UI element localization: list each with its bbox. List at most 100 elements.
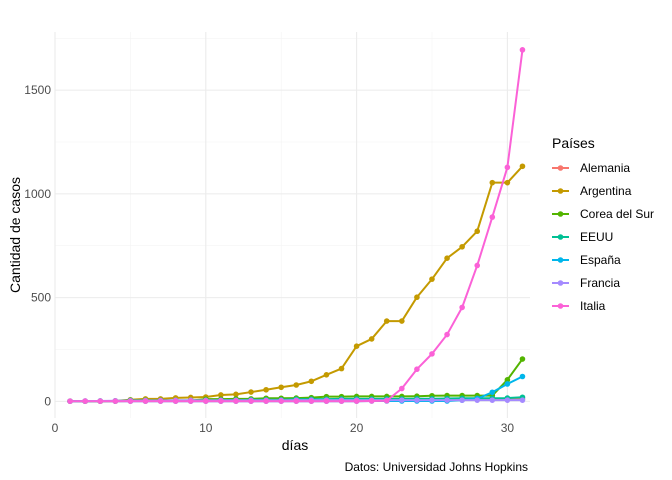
data-point [263,386,269,393]
data-point [444,397,450,403]
data-point [504,377,511,383]
legend-key-point [557,165,564,171]
y-tick-label: 0 [44,394,51,408]
legend-item: Argentina [552,184,632,198]
data-point [429,276,435,282]
data-point [82,398,88,404]
data-point [459,397,465,403]
data-point [489,389,496,396]
data-point [444,255,450,261]
legend-key-point [557,280,564,286]
data-point [112,398,119,404]
data-point [67,398,73,404]
legend-label: Corea del Sur [580,207,654,221]
y-tick-label: 1500 [24,83,51,97]
data-point [142,398,149,404]
legend-item: Italia [552,299,606,313]
data-point [429,397,435,403]
legend-key-point [557,234,564,240]
data-point [172,398,179,404]
legend-label: Francia [580,276,620,290]
data-point [368,336,375,342]
data-point [248,389,254,395]
x-tick-label: 30 [501,421,515,435]
data-point [233,398,239,404]
series-line [70,49,524,403]
data-point [414,397,420,403]
data-point [323,372,330,378]
x-tick-label: 20 [350,421,364,435]
data-point [308,378,315,385]
series-italia [67,47,526,404]
x-tick-label: 10 [199,421,213,435]
data-point [323,398,330,404]
legend-item: Francia [552,276,620,290]
data-point [429,351,435,357]
data-point [353,398,360,404]
data-point [489,179,496,186]
x-axis-ticks: 0 10 20 30 [52,421,515,435]
data-point [399,318,405,324]
data-point [157,398,164,404]
data-point [353,343,360,350]
data-point [218,398,224,404]
y-tick-label: 1000 [24,187,51,201]
data-point [368,398,375,404]
x-tick-label: 0 [52,421,59,435]
data-point [474,262,481,269]
data-point [383,397,390,404]
grid [54,32,530,418]
y-tick-label: 500 [31,291,51,305]
data-point [308,398,315,404]
legend-label: Alemania [580,161,630,175]
legend-label: Italia [580,299,606,313]
series-layer [67,47,526,404]
legend-key-point [557,211,564,217]
data-point [519,47,526,53]
data-point [218,392,224,398]
data-point [474,397,481,403]
data-point [414,366,420,373]
data-point [489,397,496,403]
data-point [278,398,284,404]
data-point [504,381,511,387]
data-point [338,398,345,404]
data-point [504,164,511,171]
data-point [519,397,526,403]
data-point [399,397,405,403]
legend-label: España [580,253,621,267]
y-axis-ticks: 0 500 1000 1500 [24,83,51,408]
data-point [504,179,511,186]
data-point [338,365,345,372]
data-point [459,304,465,311]
legend-key-point [557,188,564,194]
data-point [519,373,526,380]
data-point [414,294,420,301]
data-point [519,163,526,170]
data-point [97,398,104,404]
y-axis-title: Cantidad de casos [7,177,23,293]
x-axis-title: días [282,437,308,453]
data-point [263,398,269,404]
data-point [248,398,254,404]
data-point [474,228,481,235]
data-point [504,397,511,403]
data-point [293,398,300,404]
legend-label: Argentina [580,184,632,198]
data-point [489,214,496,220]
series-line [70,358,524,403]
data-point [127,398,134,404]
data-point [293,382,300,388]
data-point [383,318,390,324]
data-point [459,243,465,250]
legend-item: Corea del Sur [552,207,654,221]
legend-item: España [552,253,621,267]
legend-item: EEUU [552,230,613,244]
data-point [399,385,405,392]
data-point [444,331,450,338]
legend: Países Alemania Argentina Corea del Sur EEU… [552,135,654,313]
data-point [278,384,284,391]
caption: Datos: Universidad Johns Hopkins [345,460,528,474]
data-point [519,356,526,362]
